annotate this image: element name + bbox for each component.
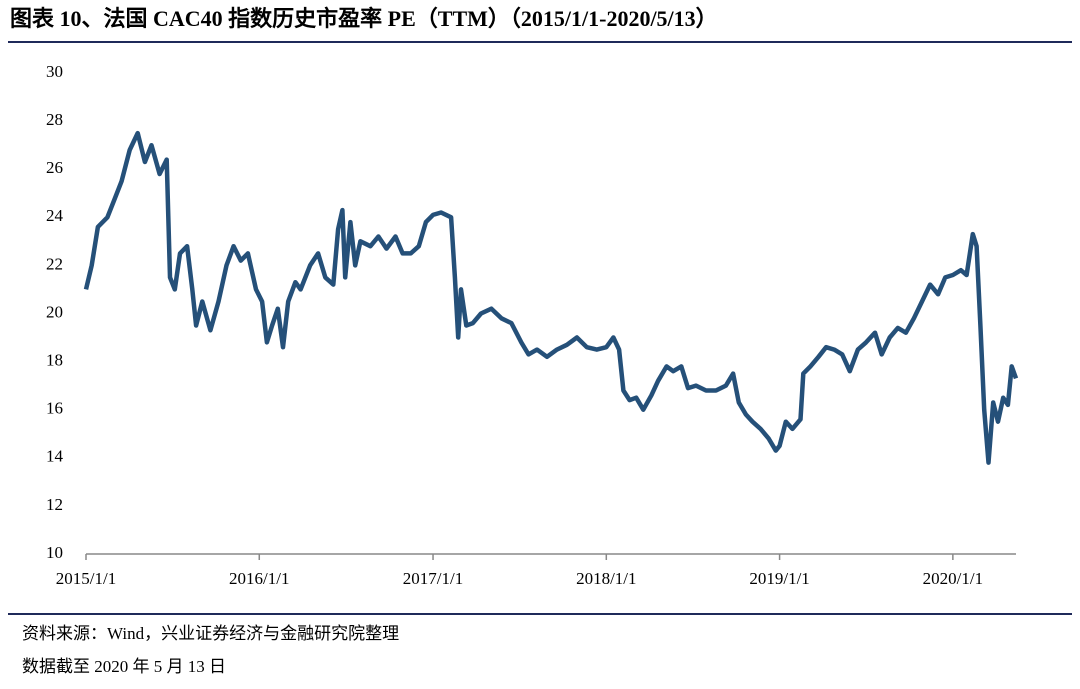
y-tick-label: 14 — [46, 447, 64, 466]
line-series — [83, 130, 1019, 465]
y-tick-label: 18 — [46, 351, 63, 370]
y-tick-label: 24 — [46, 206, 64, 225]
y-tick-label: 26 — [46, 158, 63, 177]
y-tick-label: 22 — [46, 254, 63, 273]
y-tick-label: 12 — [46, 495, 63, 514]
source: 资料来源：Wind，兴业证券经济与金融研究院整理 — [22, 624, 399, 643]
x-tick-label: 2019/1/1 — [749, 569, 809, 588]
y-tick-label: 10 — [46, 543, 63, 562]
x-tick-label: 2015/1/1 — [56, 569, 116, 588]
y-tick-label: 28 — [46, 110, 63, 129]
note: 数据截至 2020 年 5 月 13 日 — [22, 657, 226, 676]
x-tick-label: 2020/1/1 — [923, 569, 983, 588]
x-tick-label: 2017/1/1 — [403, 569, 463, 588]
y-tick-label: 30 — [46, 62, 63, 81]
y-tick-label: 20 — [46, 302, 63, 321]
x-tick-label: 2018/1/1 — [576, 569, 636, 588]
chart-title: 图表 10、法国 CAC40 指数历史市盈率 PE（TTM）（2015/1/1-… — [10, 6, 718, 31]
y-tick-label: 16 — [46, 399, 63, 418]
x-tick-label: 2016/1/1 — [229, 569, 289, 588]
